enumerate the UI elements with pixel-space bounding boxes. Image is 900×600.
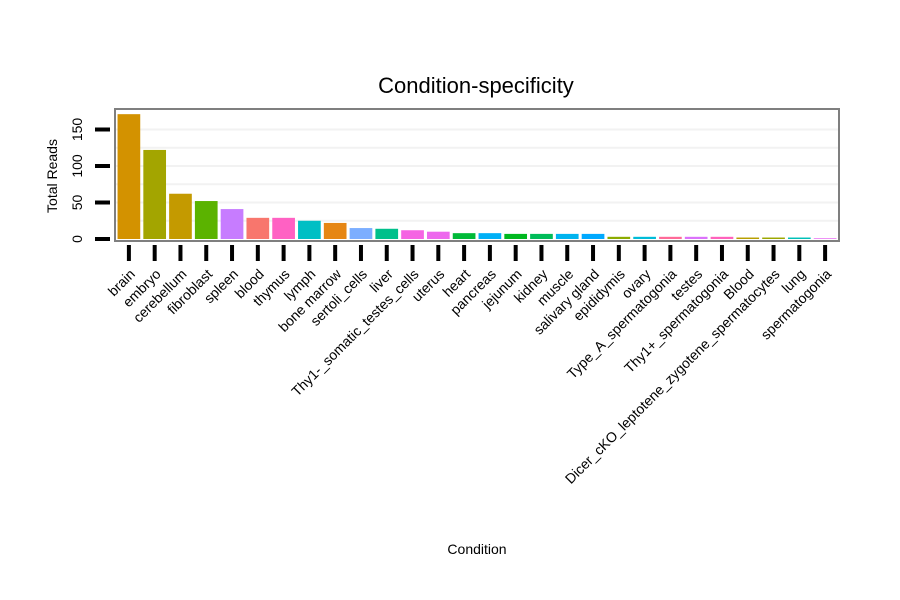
y-tick-label: 100 (69, 154, 85, 178)
x-axis-label: Condition (447, 541, 506, 557)
bar-jejunum (504, 233, 528, 239)
bar-kidney (530, 233, 553, 239)
bar-liver (375, 228, 399, 239)
bar-thy1-somatic-testes-cells (401, 230, 424, 239)
bar-embryo (143, 149, 167, 239)
bar-bone-marrow (323, 222, 347, 239)
bar-lung (787, 237, 811, 239)
y-tick-label: 50 (69, 195, 85, 211)
bar-brain (117, 114, 141, 239)
bar-thy1-spermatogonia (710, 236, 734, 239)
y-axis-label: Total Reads (44, 139, 60, 213)
bar-heart (452, 233, 476, 239)
y-tick-label: 150 (69, 118, 85, 142)
bar-sertoli-cells (349, 228, 373, 239)
bar-type-a-spermatogonia (659, 236, 682, 239)
bar-salivary-gland (581, 233, 605, 239)
bar-cerebellum (169, 193, 192, 239)
bar-blood (246, 217, 270, 239)
bar-fibroblast (194, 201, 218, 239)
bar-blood (736, 237, 760, 239)
y-axis: 0 50 100 150 (69, 118, 110, 243)
bar-spleen (220, 209, 244, 239)
x-axis: brainembryocerebellumfibroblastspleenblo… (105, 245, 834, 487)
bars (117, 114, 837, 239)
bar-dicer-cko-leptotene-zygotene-spermatocytes (762, 237, 785, 239)
bar-thymus (272, 217, 295, 239)
bar-epididymis (607, 236, 631, 239)
bar-pancreas (478, 233, 502, 239)
bar-spermatogonia (813, 238, 837, 239)
y-tick-label: 0 (69, 235, 85, 243)
chart-title: Condition-specificity (378, 73, 574, 98)
bar-lymph (298, 220, 321, 239)
bar-testes (684, 236, 708, 239)
bar-ovary (633, 236, 656, 239)
bar-muscle (555, 233, 579, 239)
bar-uterus (426, 231, 450, 239)
